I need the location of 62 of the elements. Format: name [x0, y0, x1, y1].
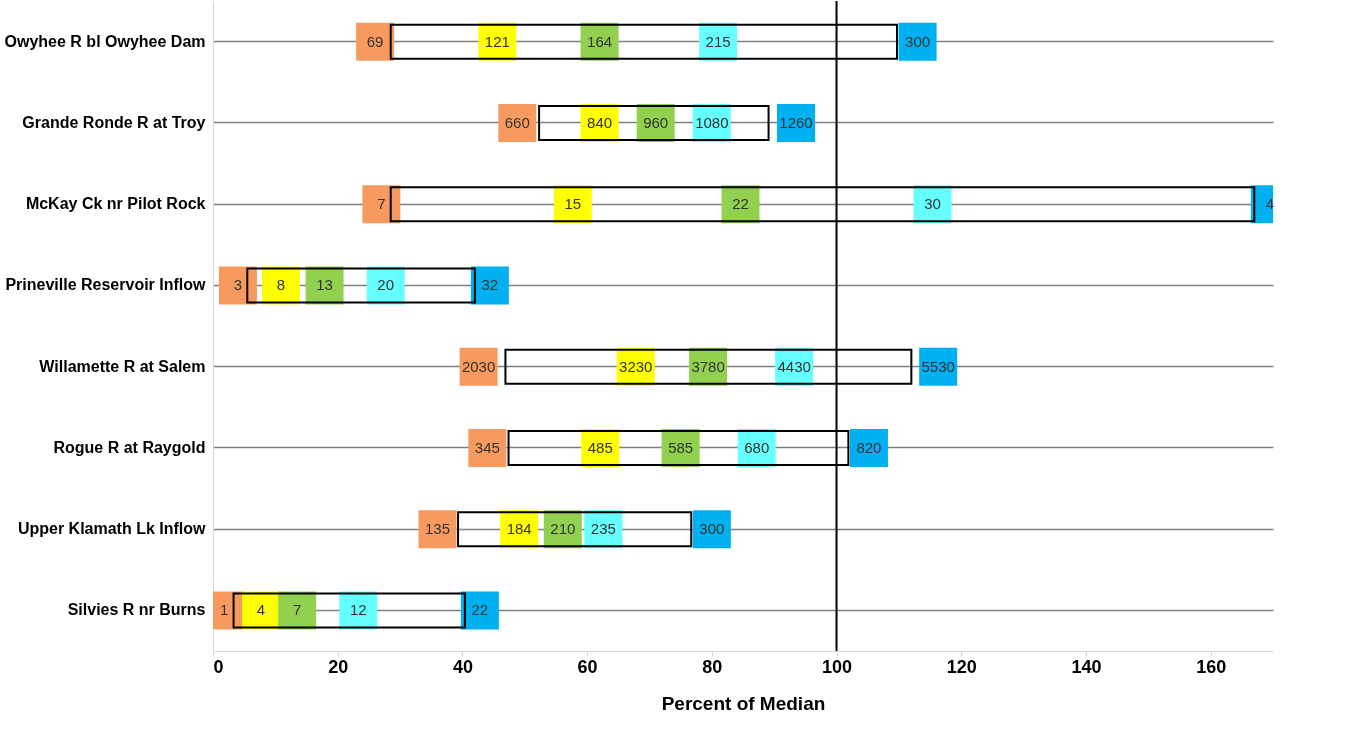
bar: [246, 267, 476, 304]
point: [362, 185, 401, 224]
x-tick-label: 80: [702, 656, 723, 677]
annotation: 4: [256, 601, 266, 619]
y-tick-label: Grande Ronde R at Troy: [22, 113, 206, 131]
x-tick-label: 0: [213, 656, 224, 677]
annotation: 3230: [619, 357, 653, 375]
annotation: 1260: [779, 113, 813, 131]
bar: [457, 511, 693, 548]
annotation: 1080: [695, 113, 729, 131]
annotation: 585: [668, 438, 694, 456]
x-tick-label: 100: [822, 656, 853, 677]
annotation: 121: [484, 32, 510, 50]
x-tick-label: 60: [577, 656, 598, 677]
y-tick-label: McKay Ck nr Pilot Rock: [25, 195, 206, 213]
annotation: 4430: [777, 357, 811, 375]
annotation: 5530: [921, 357, 955, 375]
annotation: 20: [377, 276, 395, 294]
annotation: 69: [366, 32, 384, 50]
bar: [538, 104, 770, 141]
y-tick-label: Willamette R at Salem: [39, 357, 206, 375]
annotation: 135: [424, 520, 450, 538]
annotation: 300: [699, 520, 725, 538]
bar: [232, 592, 466, 629]
x-tick-label: 140: [1071, 656, 1102, 677]
annotation: 8: [276, 276, 286, 294]
annotation: 680: [744, 438, 770, 456]
annotation: 184: [506, 520, 532, 538]
annotation: 13: [316, 276, 333, 294]
annotation: 3: [233, 276, 243, 294]
annotation: 210: [550, 520, 576, 538]
x-axis-title: Percent of Median: [661, 692, 826, 714]
annotation: 485: [587, 438, 613, 456]
annotation: 300: [905, 32, 931, 50]
annotation: 30: [924, 195, 941, 213]
annotation: 1: [220, 601, 229, 619]
y-tick-label: Prineville Reservoir Inflow: [5, 276, 207, 294]
annotation: 235: [590, 520, 616, 538]
annotation: 22: [732, 195, 749, 213]
x-tick-label: 40: [452, 656, 473, 677]
annotation: 164: [587, 32, 613, 50]
y-tick-label: Upper Klamath Lk Inflow: [17, 520, 207, 538]
x-tick-label: 20: [328, 656, 349, 677]
annotation: 22: [471, 601, 489, 619]
y-tick-label: Silvies R nr Burns: [67, 601, 206, 619]
annotation: 840: [587, 113, 613, 131]
y-tick-label: Rogue R at Raygold: [53, 438, 206, 456]
annotation: 7: [293, 601, 302, 619]
annotation: 12: [349, 601, 367, 619]
y-tick-label: Owyhee R bl Owyhee Dam: [4, 32, 206, 50]
annotation: 960: [643, 113, 669, 131]
annotation: 820: [856, 438, 882, 456]
annotation: 345: [474, 438, 500, 456]
annotation: 32: [481, 276, 499, 294]
annotation: 15: [564, 195, 582, 213]
annotation: 660: [504, 113, 530, 131]
annotation: 7: [377, 195, 386, 213]
x-tick-label: 160: [1196, 656, 1227, 677]
annotation: 2030: [461, 357, 496, 375]
annotation: 215: [705, 32, 731, 50]
annotation: 3780: [691, 357, 725, 375]
x-tick-label: 120: [946, 656, 977, 677]
